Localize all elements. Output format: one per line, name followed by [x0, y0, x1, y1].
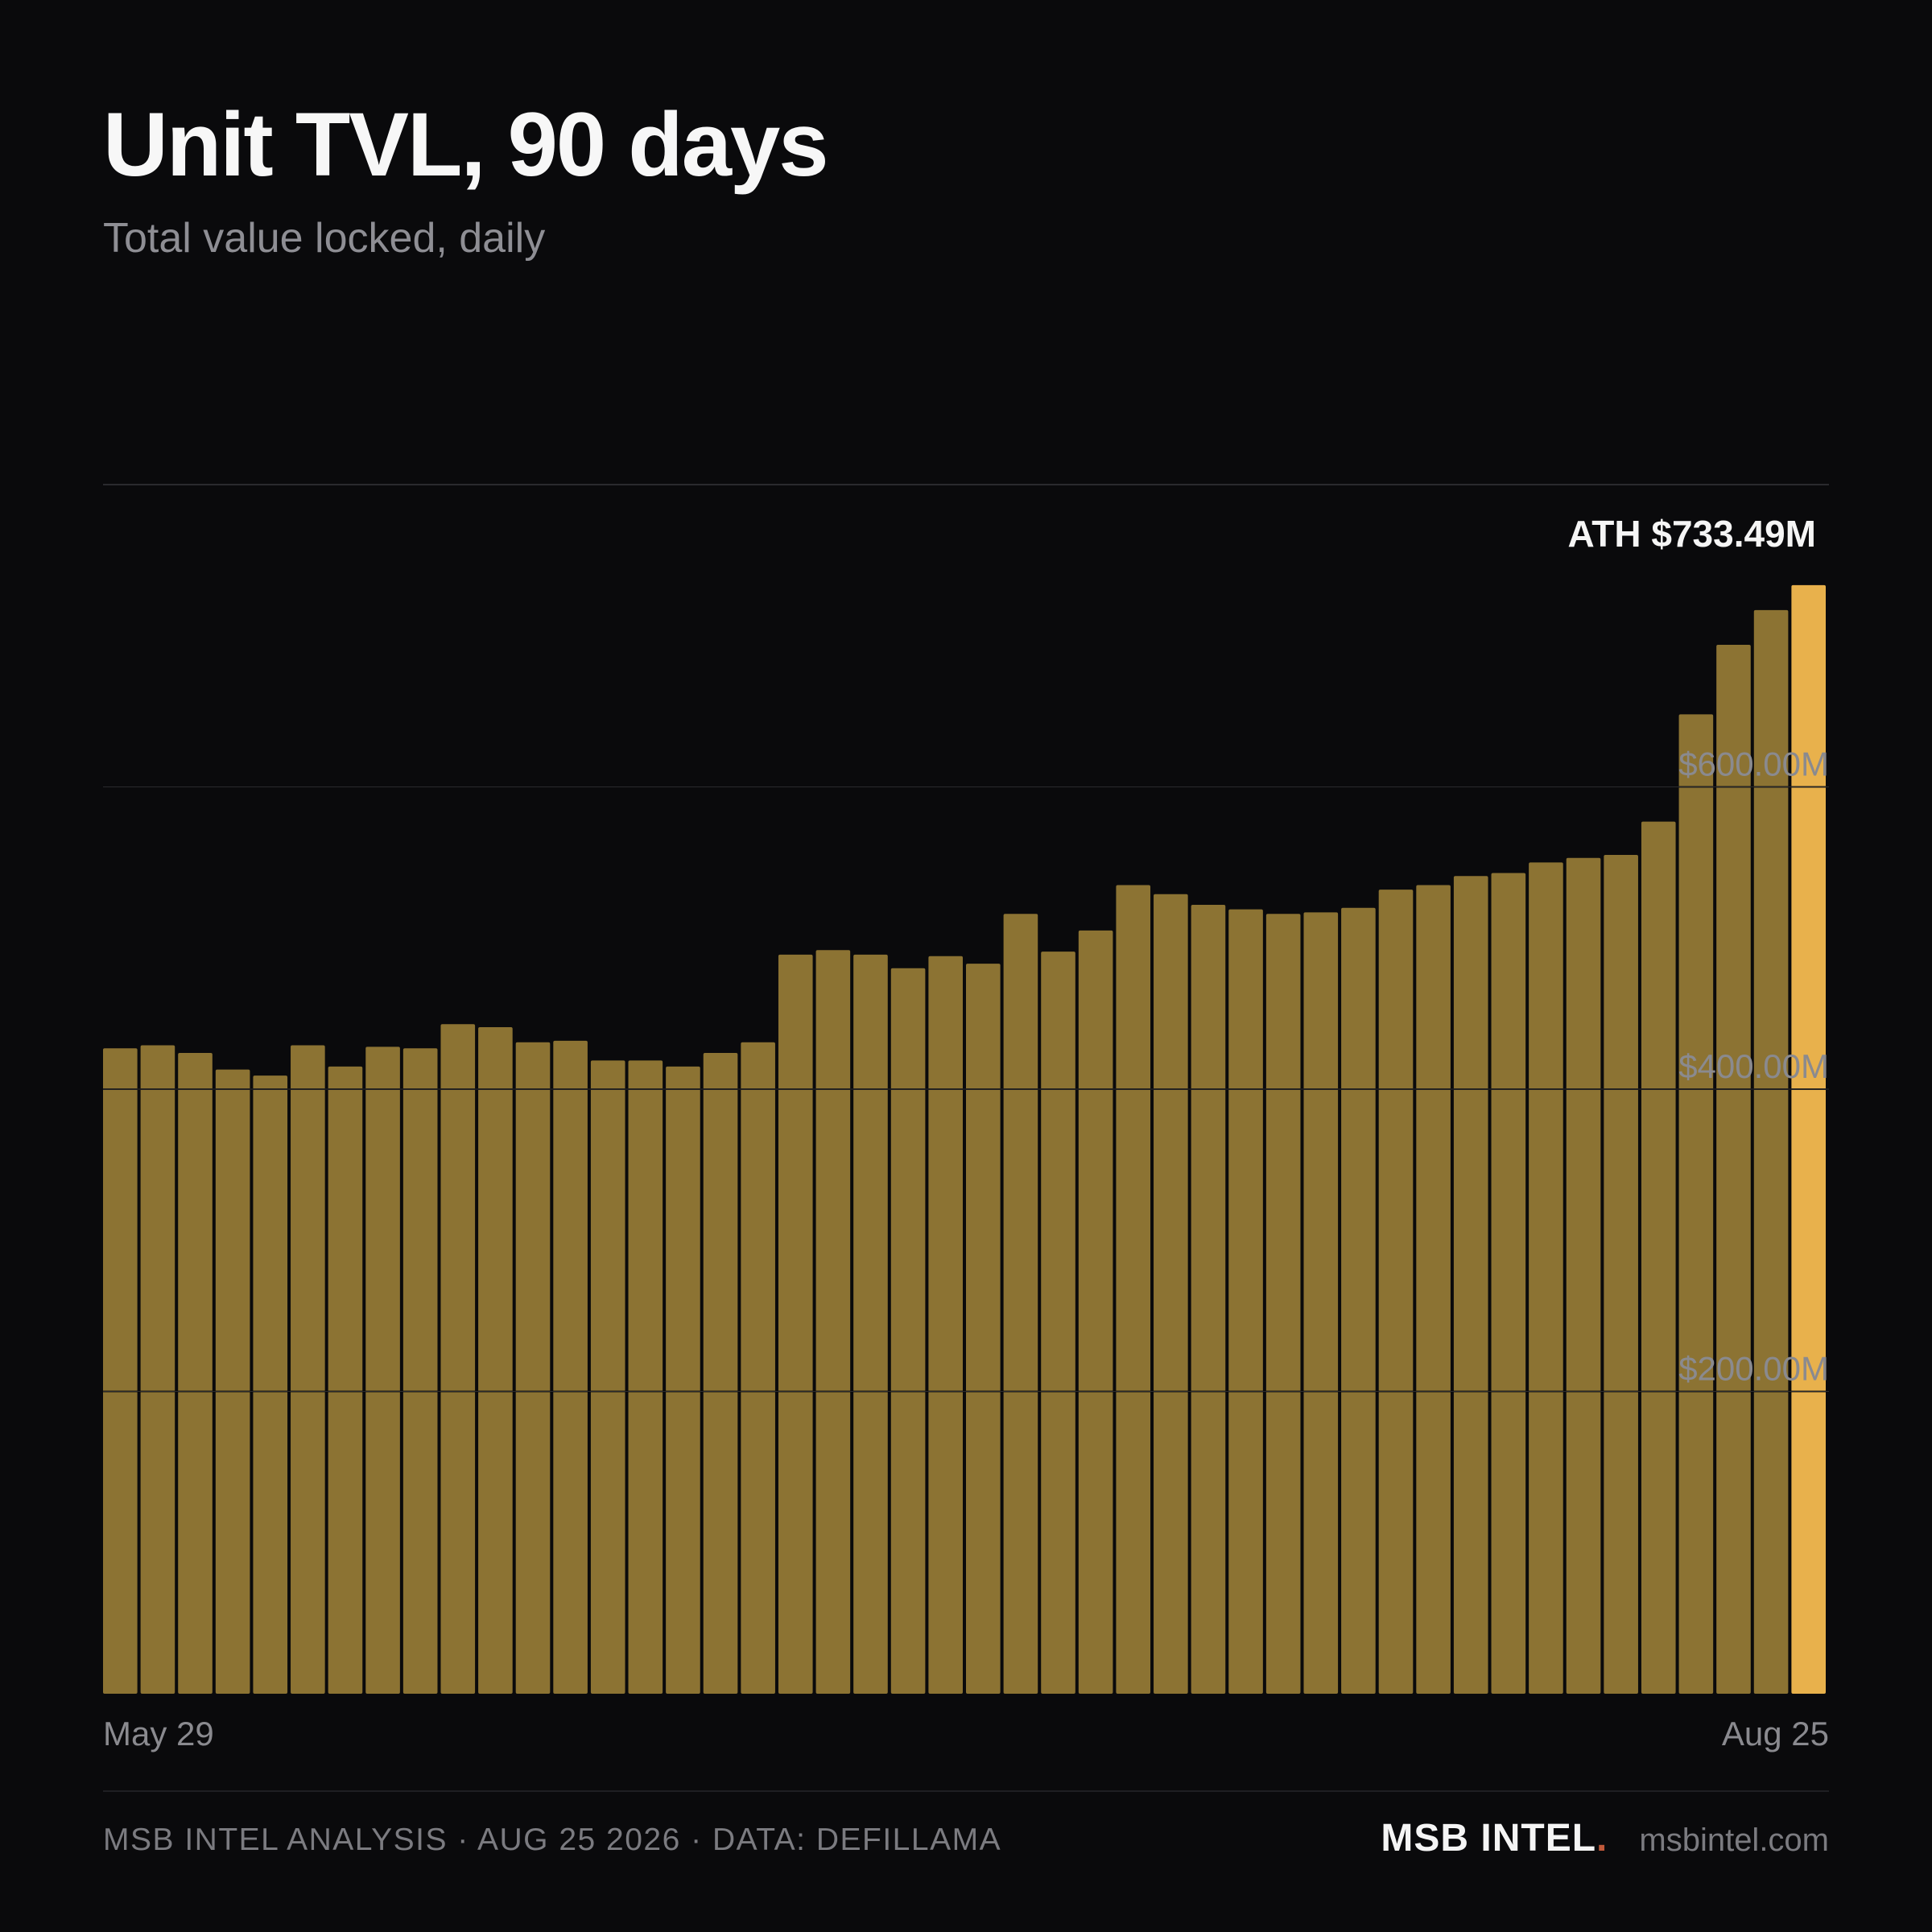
bar: [1303, 912, 1339, 1694]
bar: [328, 1066, 363, 1694]
bar: [553, 1040, 588, 1694]
bar: [1228, 909, 1263, 1694]
bar: [291, 1045, 325, 1694]
chart-title: Unit TVL, 90 days: [103, 94, 829, 195]
bar-highlight: [1791, 584, 1826, 1694]
bar: [215, 1069, 250, 1694]
bar: [1378, 890, 1414, 1694]
bar: [103, 1048, 138, 1694]
bar: [815, 950, 851, 1694]
site-link[interactable]: msbintel.com: [1639, 1823, 1829, 1858]
bar: [666, 1066, 700, 1694]
bar: [1154, 894, 1188, 1694]
bar: [703, 1052, 738, 1694]
y-tick-label: $200.00M: [1678, 1350, 1829, 1388]
bar: [1641, 821, 1676, 1695]
brand-name: MSB INTEL: [1381, 1817, 1597, 1860]
bar: [1716, 645, 1751, 1694]
bar: [1078, 930, 1113, 1694]
bar: [1604, 854, 1638, 1694]
bar: [853, 954, 888, 1694]
bar: [590, 1060, 625, 1694]
bar: [778, 954, 813, 1694]
footer-divider: [103, 1790, 1829, 1792]
bar: [1416, 885, 1451, 1694]
bar: [365, 1046, 400, 1694]
bar: [515, 1042, 551, 1694]
bar: [1453, 876, 1488, 1694]
bar: [628, 1060, 663, 1694]
brand-dot: .: [1596, 1817, 1608, 1860]
bar: [1191, 904, 1226, 1694]
bar: [1265, 914, 1301, 1694]
y-tick-label: $400.00M: [1678, 1047, 1829, 1085]
bar: [478, 1027, 513, 1694]
bar: [1529, 862, 1563, 1695]
bar: [253, 1075, 288, 1694]
bar: [928, 956, 963, 1694]
bar: [140, 1045, 175, 1694]
bar: [440, 1024, 476, 1694]
footer-brand-block: MSB INTEL . msbintel.com: [1381, 1816, 1829, 1860]
bar: [1566, 857, 1601, 1694]
bar: [1678, 714, 1714, 1694]
footer-source: MSB INTEL ANALYSIS · AUG 25 2026 · DATA:…: [103, 1823, 1002, 1857]
bar: [1041, 952, 1075, 1694]
bar: [1003, 914, 1038, 1694]
bar: [966, 964, 1001, 1694]
chart-subtitle: Total value locked, daily: [103, 215, 546, 262]
bar: [741, 1042, 775, 1694]
bar: [1341, 907, 1376, 1694]
bar: [402, 1048, 438, 1694]
bar: [1116, 885, 1151, 1694]
y-tick-label: $600.00M: [1678, 745, 1829, 783]
x-label-start: May 29: [103, 1715, 214, 1752]
bar: [1491, 873, 1526, 1694]
ath-annotation: ATH $733.49M: [1567, 513, 1816, 555]
bar: [178, 1052, 213, 1694]
x-label-end: Aug 25: [1722, 1715, 1829, 1752]
bar: [890, 968, 926, 1694]
bar: [1753, 609, 1789, 1694]
